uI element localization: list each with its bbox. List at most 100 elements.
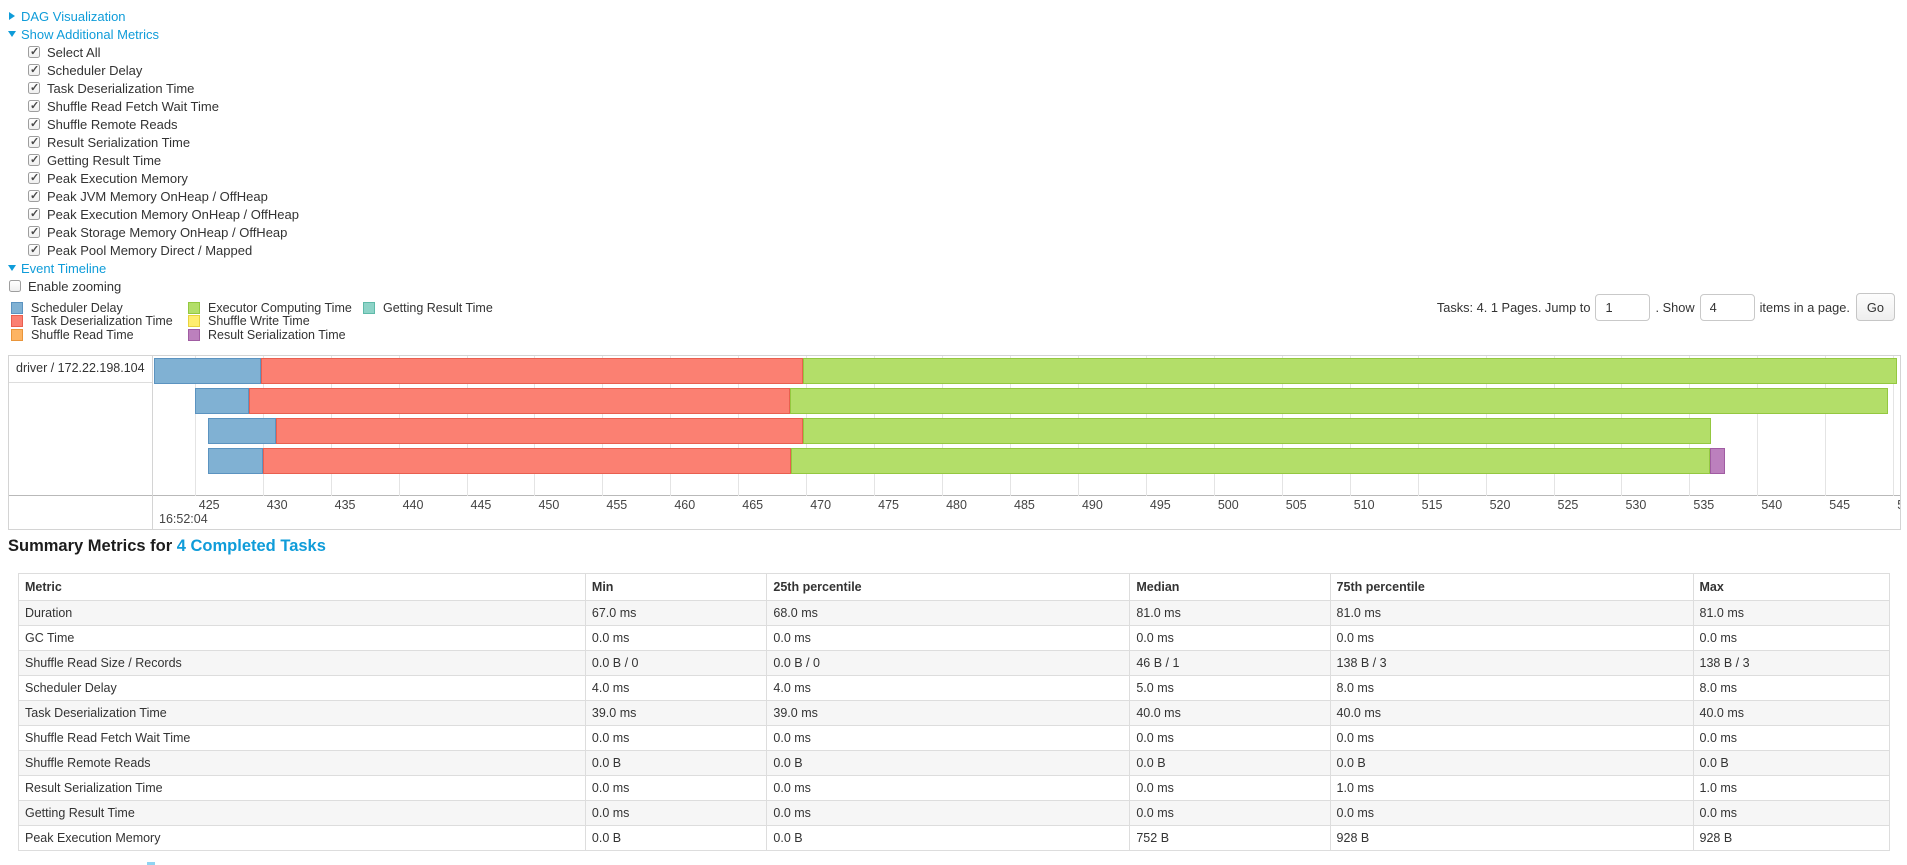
- timeline-tick-label: 465: [742, 498, 764, 512]
- metric-checkbox-row: Shuffle Read Fetch Wait Time: [8, 97, 299, 115]
- event-timeline-link[interactable]: Event Timeline: [21, 260, 107, 276]
- summary-metric-value: 0.0 ms: [584, 625, 768, 651]
- timeline-bar-task_deserialization[interactable]: [262, 448, 792, 474]
- enable-zooming-label: Enable zooming: [28, 278, 122, 294]
- timeline-tick-label: 445: [470, 498, 492, 512]
- summary-metric-value: 40.0 ms: [1692, 700, 1891, 726]
- metric-checkbox-row: Peak Execution Memory: [8, 169, 299, 187]
- summary-metric-value: 81.0 ms: [1329, 600, 1694, 626]
- timeline-tick-label: 495: [1149, 498, 1171, 512]
- metric-checkbox-label: Shuffle Read Fetch Wait Time: [47, 98, 219, 114]
- summary-metric-value: 0.0 ms: [1329, 725, 1694, 751]
- timeline-tick-label: 510: [1353, 498, 1375, 512]
- summary-metric-name: Task Deserialization Time: [18, 700, 586, 726]
- jump-to-page-input[interactable]: [1595, 293, 1651, 321]
- dag-visualization-toggle[interactable]: DAG Visualization: [8, 7, 299, 25]
- metric-checkbox-checked[interactable]: [28, 153, 40, 166]
- legend-label: Shuffle Write Time: [208, 314, 310, 329]
- summary-table-body: Duration 67.0 ms 68.0 ms 81.0 ms 81.0 ms 81.0…: [18, 600, 1891, 851]
- summary-metric-name: Shuffle Remote Reads: [18, 750, 586, 776]
- summary-metric-value: 46 B / 1: [1129, 650, 1331, 676]
- timeline-bar-task_deserialization[interactable]: [276, 418, 804, 444]
- metric-checkbox-checked[interactable]: [28, 225, 40, 238]
- timeline-tick-label: 470: [810, 498, 832, 512]
- show-additional-metrics-toggle[interactable]: Show Additional Metrics: [8, 25, 299, 43]
- summary-metric-value: 0.0 ms: [1129, 775, 1331, 801]
- summary-table-row: Result Serialization Time 0.0 ms 0.0 ms 0.0…: [18, 775, 1891, 801]
- timeline-bar-result_serialization[interactable]: [1709, 448, 1725, 474]
- timeline-tick-label: 500: [1217, 498, 1239, 512]
- summary-metric-value: 0.0 ms: [584, 800, 768, 826]
- timeline-gridline: [1825, 356, 1827, 496]
- timeline-gridline: [194, 356, 196, 496]
- timeline-tick-label: 550: [1893, 498, 1900, 512]
- legend-column: Scheduler Delay Task Deserialization Time…: [11, 301, 188, 342]
- summary-metric-value: 928 B: [1329, 825, 1694, 851]
- metric-checkbox-label: Shuffle Remote Reads: [47, 116, 178, 132]
- summary-column-header: Median: [1129, 573, 1331, 601]
- dag-visualization-link[interactable]: DAG Visualization: [21, 8, 126, 24]
- metric-checkbox-checked[interactable]: [28, 207, 40, 220]
- metric-checkbox-row: Shuffle Remote Reads: [8, 115, 299, 133]
- timeline-bar-executor_computing[interactable]: [803, 418, 1712, 444]
- summary-metrics-heading: Summary Metrics for 4 Completed Tasks: [8, 537, 326, 556]
- go-button[interactable]: Go: [1855, 293, 1895, 321]
- summary-table-row: GC Time 0.0 ms 0.0 ms 0.0 ms 0.0 ms 0.0 ms: [18, 625, 1891, 651]
- event-timeline-toggle[interactable]: Event Timeline: [8, 259, 299, 277]
- legend-swatch-executor_computing: [188, 301, 200, 314]
- metric-checkbox-checked[interactable]: [28, 45, 40, 58]
- timeline-bar-scheduler_delay[interactable]: [208, 448, 263, 474]
- timeline-bar-scheduler_delay[interactable]: [208, 418, 277, 444]
- chevron-down-icon: [8, 31, 16, 37]
- metric-checkbox-label: Scheduler Delay: [47, 62, 143, 78]
- summary-metric-value: 0.0 ms: [766, 625, 1131, 651]
- summary-table-row: Task Deserialization Time 39.0 ms 39.0 ms 4…: [18, 700, 1891, 726]
- summary-metric-value: 0.0 B / 0: [766, 650, 1131, 676]
- timeline-tick-label: 480: [946, 498, 967, 512]
- completed-tasks-link[interactable]: 4 Completed Tasks: [176, 537, 326, 555]
- metric-checkbox-row: Peak JVM Memory OnHeap / OffHeap: [8, 187, 299, 205]
- timeline-bar-executor_computing[interactable]: [791, 448, 1710, 474]
- timeline-axis: 16:52:04 425 430 435 440 445 450 455 460 465 470 4…: [154, 496, 1900, 529]
- timeline-bar-executor_computing[interactable]: [803, 358, 1898, 384]
- metric-checkbox-row: Select All: [8, 43, 299, 61]
- metric-checkbox-checked[interactable]: [28, 135, 40, 148]
- legend-label: Scheduler Delay: [31, 300, 123, 315]
- metric-checkbox-checked[interactable]: [28, 63, 40, 76]
- summary-metric-value: 0.0 B: [1692, 750, 1891, 776]
- summary-header-row: Metric Min 25th percentile Median 75th perce…: [18, 573, 1891, 601]
- timeline-bar-task_deserialization[interactable]: [261, 358, 804, 384]
- metric-checkbox-row: Peak Storage Memory OnHeap / OffHeap: [8, 223, 299, 241]
- timeline-bar-scheduler_delay[interactable]: [194, 388, 250, 414]
- event-timeline-chart: driver / 172.22.198.104 16:52:04 425 430 4…: [8, 355, 1901, 530]
- metric-checkbox-label: Peak Storage Memory OnHeap / OffHeap: [47, 224, 288, 240]
- summary-table-row: Duration 67.0 ms 68.0 ms 81.0 ms 81.0 ms 81.0…: [18, 600, 1891, 626]
- summary-metric-value: 81.0 ms: [1129, 600, 1331, 626]
- summary-metric-value: 4.0 ms: [584, 675, 768, 701]
- timeline-legend: Scheduler Delay Task Deserialization Time…: [11, 301, 493, 342]
- summary-metric-name: Scheduler Delay: [18, 675, 586, 701]
- metric-checkbox-row: Result Serialization Time: [8, 133, 299, 151]
- legend-swatch-shuffle_write: [188, 315, 200, 328]
- timeline-bar-scheduler_delay[interactable]: [154, 358, 262, 384]
- metric-checkbox-checked[interactable]: [28, 81, 40, 94]
- enable-zooming-checkbox[interactable]: [9, 280, 21, 292]
- metric-checkbox-checked[interactable]: [28, 189, 40, 202]
- show-additional-metrics-link[interactable]: Show Additional Metrics: [21, 26, 160, 42]
- items-per-page-input[interactable]: [1699, 293, 1755, 321]
- timeline-bar-task_deserialization[interactable]: [249, 388, 790, 414]
- timeline-tick-label: 545: [1829, 498, 1851, 512]
- task-pagination: Tasks: 4. 1 Pages. Jump to . Show items …: [1437, 291, 1895, 323]
- timeline-tick-label: 520: [1489, 498, 1511, 512]
- metric-checkbox-checked[interactable]: [28, 171, 40, 184]
- summary-metric-value: 8.0 ms: [1329, 675, 1694, 701]
- summary-metric-name: Getting Result Time: [18, 800, 586, 826]
- metric-checkbox-checked[interactable]: [28, 117, 40, 130]
- timeline-tick-label: 540: [1761, 498, 1783, 512]
- summary-metric-value: 0.0 ms: [766, 800, 1131, 826]
- metric-checkbox-checked[interactable]: [28, 243, 40, 256]
- metric-checkbox-checked[interactable]: [28, 99, 40, 112]
- timeline-bar-executor_computing[interactable]: [789, 388, 1888, 414]
- legend-label: Getting Result Time: [383, 300, 493, 315]
- summary-heading-text: Summary Metrics for: [8, 537, 177, 555]
